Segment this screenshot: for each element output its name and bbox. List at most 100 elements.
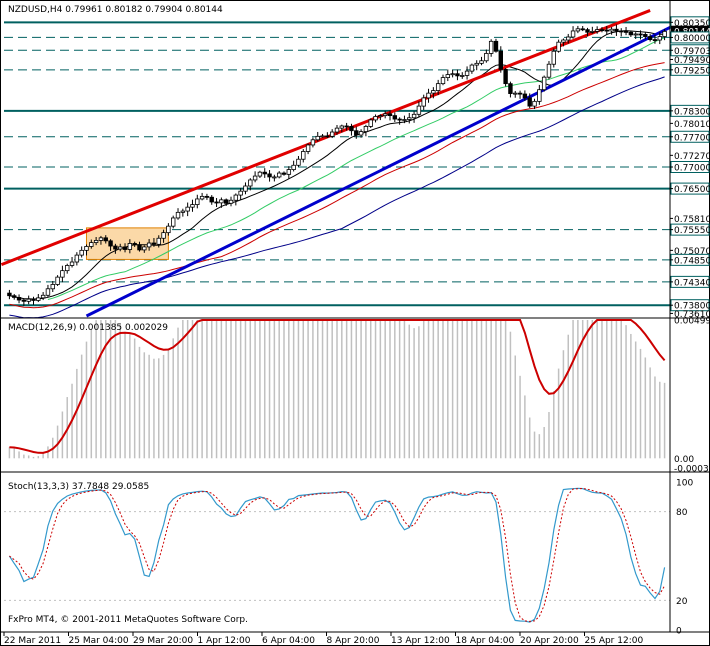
candle[interactable]	[325, 135, 330, 138]
candle[interactable]	[609, 28, 614, 32]
candle[interactable]	[546, 63, 552, 78]
candle[interactable]	[291, 164, 296, 170]
candle[interactable]	[464, 70, 470, 76]
candle[interactable]	[599, 29, 605, 32]
candle[interactable]	[517, 92, 523, 95]
candle[interactable]	[60, 270, 65, 278]
candle[interactable]	[69, 261, 75, 266]
candle[interactable]	[662, 30, 667, 37]
candle[interactable]	[12, 295, 17, 298]
candle[interactable]	[180, 210, 186, 213]
candle[interactable]	[416, 105, 422, 115]
candle[interactable]	[334, 127, 340, 133]
candle[interactable]	[16, 297, 22, 301]
candle[interactable]	[156, 237, 161, 245]
candle[interactable]	[243, 185, 248, 192]
candle[interactable]	[647, 36, 653, 40]
candle[interactable]	[532, 100, 537, 107]
candle[interactable]	[619, 30, 624, 33]
candle[interactable]	[257, 171, 263, 177]
candle[interactable]	[113, 245, 118, 250]
candle[interactable]	[628, 31, 634, 36]
candle[interactable]	[305, 144, 311, 152]
candle[interactable]	[421, 97, 426, 107]
candle[interactable]	[643, 34, 648, 37]
candle[interactable]	[339, 125, 345, 129]
candle[interactable]	[363, 126, 369, 132]
candle[interactable]	[469, 64, 475, 72]
candle[interactable]	[484, 53, 489, 62]
stoch-main-line[interactable]	[8, 487, 666, 623]
candle[interactable]	[474, 62, 479, 66]
candle[interactable]	[426, 92, 431, 99]
candle[interactable]	[551, 50, 556, 65]
ma-green-line[interactable]	[47, 37, 665, 300]
candle[interactable]	[633, 33, 638, 36]
candle[interactable]	[161, 232, 166, 239]
candle[interactable]	[267, 173, 272, 178]
candle[interactable]	[45, 288, 51, 296]
candle[interactable]	[65, 265, 70, 272]
candle[interactable]	[223, 199, 229, 204]
candle[interactable]	[276, 172, 282, 178]
candle[interactable]	[190, 204, 195, 208]
candle[interactable]	[503, 68, 508, 85]
candle[interactable]	[382, 113, 388, 117]
candle[interactable]	[450, 73, 455, 76]
candle[interactable]	[204, 195, 210, 198]
macd-panel[interactable]	[8, 319, 666, 459]
candle[interactable]	[127, 243, 133, 250]
candle[interactable]	[89, 242, 94, 247]
candle[interactable]	[556, 41, 561, 52]
candle[interactable]	[657, 36, 662, 41]
candle[interactable]	[36, 297, 41, 301]
candle[interactable]	[431, 90, 436, 94]
candle[interactable]	[623, 30, 629, 33]
candle[interactable]	[103, 237, 108, 242]
candle[interactable]	[358, 131, 364, 136]
candle[interactable]	[638, 33, 643, 36]
candle[interactable]	[262, 171, 267, 175]
candle[interactable]	[614, 28, 619, 32]
candle[interactable]	[151, 242, 157, 245]
candle[interactable]	[407, 117, 412, 120]
candle[interactable]	[508, 83, 513, 94]
candle[interactable]	[537, 89, 542, 102]
candle[interactable]	[445, 74, 451, 79]
candle[interactable]	[652, 39, 658, 41]
candle[interactable]	[594, 29, 600, 32]
candle[interactable]	[488, 40, 494, 54]
candle[interactable]	[195, 198, 200, 205]
candle[interactable]	[368, 119, 373, 127]
candle[interactable]	[411, 113, 417, 119]
ma-blue-line[interactable]	[9, 76, 665, 319]
candle[interactable]	[286, 169, 292, 175]
candle[interactable]	[248, 179, 253, 187]
candle[interactable]	[354, 130, 359, 136]
candle[interactable]	[281, 172, 287, 175]
candle[interactable]	[580, 28, 585, 31]
candle[interactable]	[590, 30, 595, 33]
candle[interactable]	[238, 190, 243, 196]
candle[interactable]	[527, 97, 532, 107]
candle[interactable]	[513, 92, 518, 95]
candle[interactable]	[435, 83, 441, 91]
ma-red-line[interactable]	[9, 62, 665, 309]
candle[interactable]	[320, 135, 325, 138]
candle[interactable]	[175, 211, 181, 219]
candle[interactable]	[84, 246, 89, 251]
channel-upper-line[interactable]	[0, 9, 651, 267]
candle[interactable]	[315, 135, 320, 141]
candle[interactable]	[199, 195, 205, 200]
candle[interactable]	[233, 194, 239, 201]
candle[interactable]	[185, 206, 190, 212]
candle[interactable]	[21, 299, 27, 302]
candle[interactable]	[74, 254, 80, 263]
candle[interactable]	[604, 29, 609, 32]
candle[interactable]	[40, 294, 46, 299]
candle[interactable]	[98, 237, 104, 241]
candle[interactable]	[252, 175, 258, 181]
candle[interactable]	[31, 298, 36, 301]
candle[interactable]	[455, 73, 460, 77]
candle[interactable]	[93, 240, 99, 243]
